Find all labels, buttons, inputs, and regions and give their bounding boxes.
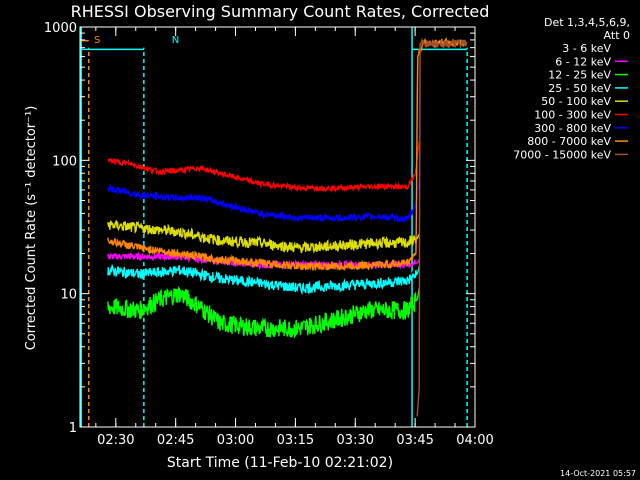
legend-label: 100 - 300 keV [534,109,611,122]
series-line [107,220,420,254]
y-tick-label: 100 [52,154,77,169]
series-line [107,285,420,339]
legend-label: 3 - 6 keV [562,42,611,55]
y-tick-label: 1 [69,421,77,436]
plot-frame [79,26,476,428]
x-tick-label: 04:00 [456,433,493,448]
x-tick-label: 03:15 [277,433,314,448]
legend-label: 12 - 25 keV [548,69,611,82]
chart-title: RHESSI Observing Summary Count Rates, Co… [71,2,490,21]
mode-annotation: N [172,35,179,46]
legend-label: 300 - 800 keV [534,122,611,135]
series-line [107,263,420,296]
series-line [416,37,468,417]
x-tick-label: 03:30 [337,433,374,448]
x-tick-label: 03:45 [396,433,433,448]
timestamp: 14-Oct-2021 05:57 [560,469,636,478]
legend-label: 7000 - 15000 keV [513,148,611,161]
mode-annotation: S [94,35,100,46]
legend-label: 25 - 50 keV [548,82,611,95]
legend-header-line-1: Det 1,3,4,5,6,9, [544,16,630,29]
series-line [107,37,468,271]
x-tick-label: 02:30 [97,433,134,448]
legend-header-line-2: Att 0 [604,29,630,42]
y-axis-label: Corrected Count Rate (s⁻¹ detector⁻¹) [24,106,39,351]
x-tick-label: 02:45 [157,433,194,448]
legend-label: 800 - 7000 keV [527,135,611,148]
y-tick-label: 10 [60,288,77,303]
y-tick-label: 1000 [44,21,77,36]
axes-layer: 1 10 100 1000 02:30 02:45 03:00 03:15 03:30 03:45… [44,21,494,448]
legend-label: 6 - 12 keV [555,55,611,68]
series-line [107,180,420,223]
series-layer [107,37,468,417]
legend-label: 50 - 100 keV [541,95,611,108]
series-line [107,140,420,194]
x-axis-label: Start Time (11-Feb-10 02:21:02) [167,455,393,471]
x-tick-label: 03:00 [217,433,254,448]
